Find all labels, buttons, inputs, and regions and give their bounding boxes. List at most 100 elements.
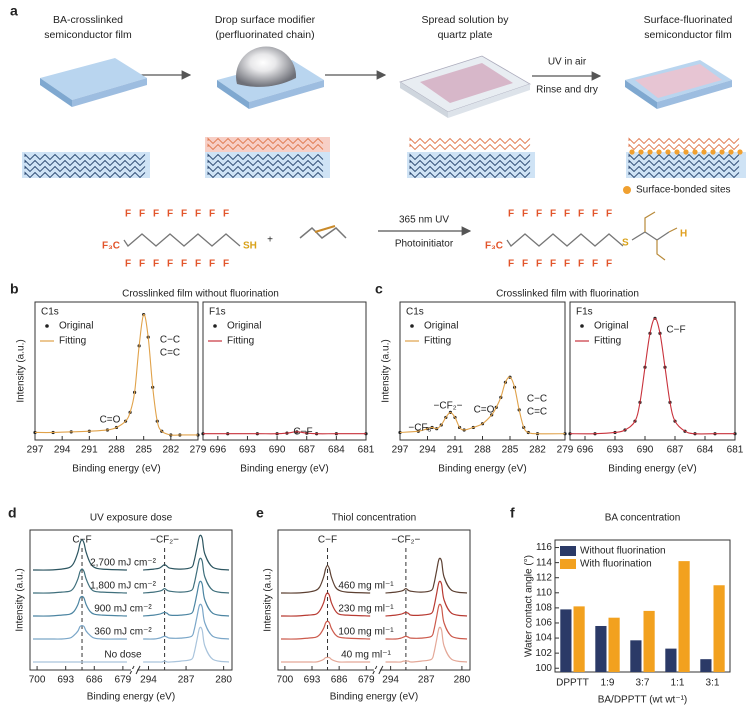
polymer-chain <box>24 159 146 167</box>
fluorine-atom: F <box>564 259 570 270</box>
x-tick-label: 279 <box>557 445 574 456</box>
y-tick-label: 102 <box>535 648 552 659</box>
polymer-chain <box>409 159 531 167</box>
chain <box>631 231 670 241</box>
polymer-chain <box>207 171 324 179</box>
fluorine-atom: F <box>578 259 584 270</box>
legend-text: Original <box>424 321 458 332</box>
x-tick-label: 288 <box>108 445 125 456</box>
chain <box>123 233 241 247</box>
fluorine-atom: F <box>522 209 528 220</box>
spectrum-label: 100 mg ml⁻¹ <box>338 627 394 638</box>
polymer-chain <box>628 143 740 151</box>
chain <box>644 211 678 261</box>
polymer-chain <box>409 171 531 179</box>
arrow-label: Rinse and dry <box>536 85 598 96</box>
fluorine-atom: F <box>125 209 131 220</box>
bonded-site <box>656 149 662 155</box>
x-tick-label: 1:9 <box>601 678 615 689</box>
x-tick-label: 280 <box>454 675 471 686</box>
peak-annotation: C=C <box>527 407 547 418</box>
fluorine-atom: F <box>606 209 612 220</box>
spectrum-label: 360 mJ cm⁻² <box>94 627 152 638</box>
spectrum-label: No dose <box>104 650 142 661</box>
x-tick-label: 693 <box>304 675 321 686</box>
y-tick-label: 108 <box>535 603 552 614</box>
fluorine-atom: F <box>139 209 145 220</box>
fluorine-atom: F <box>195 209 201 220</box>
y-tick-label: 104 <box>535 633 552 644</box>
chem-group: SH <box>243 241 257 252</box>
spectrum-label: 2,700 mJ cm⁻² <box>90 558 157 569</box>
fluorine-atom: F <box>536 209 542 220</box>
step-title: Spread solution by <box>422 14 510 26</box>
region-label: F1s <box>209 307 226 318</box>
legend-marker <box>410 324 414 328</box>
spectrum <box>281 626 468 663</box>
peak-label: −CF₂− <box>391 535 420 546</box>
fluorine-atom: F <box>223 209 229 220</box>
y-tick-label: 114 <box>536 557 552 568</box>
charts: b Crosslinked film without fluorination 29… <box>8 281 744 706</box>
plot-frame <box>554 539 731 673</box>
x-tick-label: 684 <box>697 445 714 456</box>
chem-group: F₃C <box>485 241 503 252</box>
fluorine-atom: F <box>550 259 556 270</box>
legend-marker <box>45 324 49 328</box>
y-tick-label: 112 <box>536 572 552 583</box>
x-tick-label: 280 <box>215 675 232 686</box>
bonded-site <box>701 149 707 155</box>
x-tick-label: 693 <box>239 445 256 456</box>
step-title: BA-crosslinked <box>53 14 123 26</box>
legend-text: Surface-bonded sites <box>636 185 731 196</box>
fluorine-atom: F <box>139 259 145 270</box>
spectrum-label: 40 mg ml⁻¹ <box>341 650 391 661</box>
alkene <box>299 226 347 239</box>
x-tick-label: DPPTT <box>556 678 589 689</box>
x-tick-label: 681 <box>358 445 375 456</box>
peak-annotation: −CF₃ <box>408 423 431 434</box>
spectrum <box>280 557 468 594</box>
step-title: semiconductor film <box>44 29 132 41</box>
x-tick-label: 294 <box>140 675 157 686</box>
chart-title: Thiol concentration <box>332 513 417 524</box>
legend-text: Without fluorination <box>580 546 666 557</box>
peak-annotation: C−F <box>666 325 685 336</box>
fluorine-atom: F <box>550 209 556 220</box>
data-point <box>398 430 402 435</box>
fluorine-atom: F <box>508 259 514 270</box>
condition: 365 nm UV <box>399 215 449 226</box>
x-tick-label: 294 <box>54 445 71 456</box>
step-title: Drop surface modifier <box>215 14 316 26</box>
x-tick-label: 696 <box>577 445 594 456</box>
x-tick-label: 285 <box>502 445 519 456</box>
x-tick-label: 693 <box>607 445 624 456</box>
x-tick-label: 297 <box>27 445 44 456</box>
spectrum-label: 1,800 mJ cm⁻² <box>90 581 157 592</box>
fit-line <box>202 431 366 435</box>
fit-line <box>569 317 735 435</box>
spectrum <box>280 580 468 617</box>
x-tick-label: 287 <box>178 675 195 686</box>
legend-dot <box>623 186 631 194</box>
x-tick-label: 285 <box>135 445 152 456</box>
fluorine-atom: F <box>209 209 215 220</box>
x-tick-label: 282 <box>529 445 546 456</box>
bonded-site <box>692 149 698 155</box>
x-tick-label: 696 <box>209 445 226 456</box>
panel-label: e <box>256 505 264 521</box>
x-tick-label: 294 <box>382 675 399 686</box>
bar <box>595 625 607 672</box>
bonded-site <box>629 149 635 155</box>
fluorine-atom: F <box>181 209 187 220</box>
step-title: (perfluorinated chain) <box>215 29 314 41</box>
alkene <box>314 225 336 233</box>
plot-frame <box>569 301 736 441</box>
x-axis-title: Binding energy (eV) <box>87 692 175 703</box>
bar <box>678 561 690 672</box>
x-axis-title: Binding energy (eV) <box>438 464 526 475</box>
spectrum <box>33 626 230 663</box>
fluorine-atom: F <box>522 259 528 270</box>
legend-text: Original <box>594 321 628 332</box>
